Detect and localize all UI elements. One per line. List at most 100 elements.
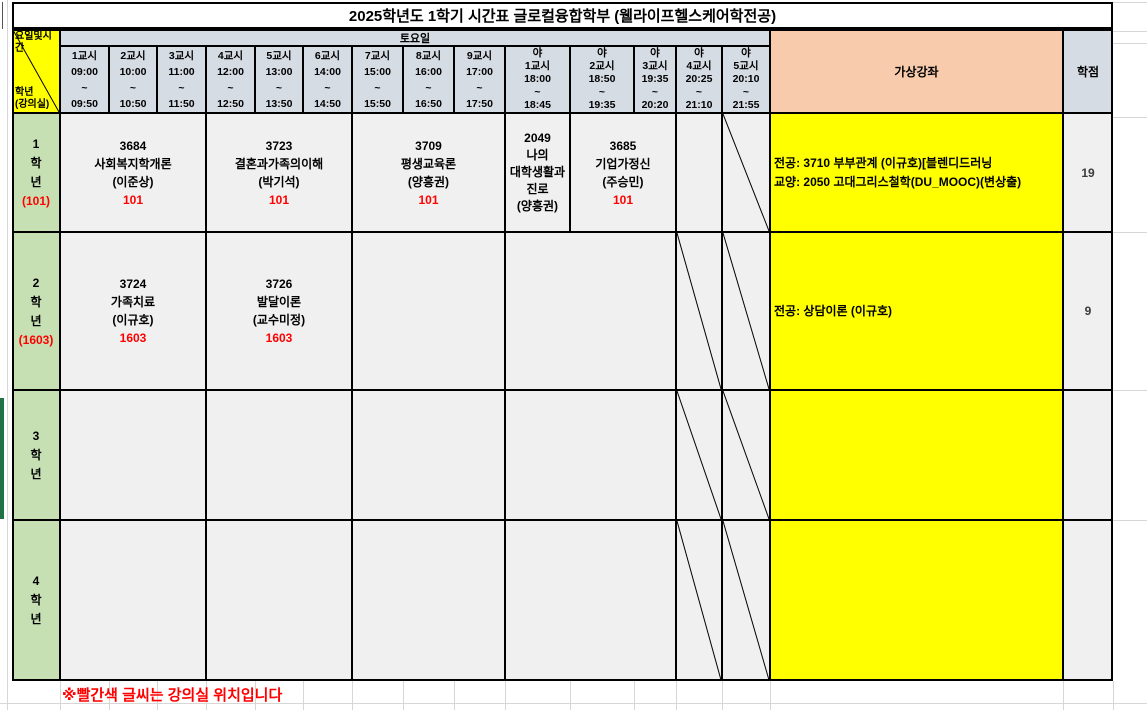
course-cell: 3709 평생교육론 (양흥권) 101: [352, 113, 505, 232]
empty-cell: [206, 520, 352, 681]
course-cell: 3724 가족치료 (이규호) 1603: [60, 232, 206, 390]
corner-label-room: (강의실): [15, 99, 50, 110]
course-room: 101: [418, 192, 439, 207]
gridline: [352, 681, 353, 710]
diagonal-slash: [723, 114, 769, 231]
course-text: 3724 가족치료 (이규호): [110, 277, 156, 327]
gridline: [722, 681, 723, 710]
period-header-6: 6교시 14:00 ~ 14:50: [303, 46, 352, 113]
course-room: 101: [122, 192, 144, 207]
empty-cell: [352, 390, 505, 520]
gridline: [1113, 43, 1147, 44]
gridline: [1113, 31, 1147, 32]
empty-cell: [505, 520, 676, 681]
empty-cell: [352, 232, 505, 390]
course-room: 101: [612, 192, 634, 207]
corner-header-cell: 요일및시간 학년 (강의실): [12, 29, 60, 113]
period-header-night-2: 야 2교시 18:50 ~ 19:35: [570, 46, 634, 113]
period-header-night-3: 야 3교시 19:35 ~ 20:20: [634, 46, 676, 113]
period-header-2: 2교시 10:00 ~ 10:50: [109, 46, 157, 113]
gridline: [1113, 681, 1114, 710]
credits-cell-2: 9: [1063, 232, 1113, 390]
corner-label-day-time: 요일및시간: [15, 31, 52, 54]
virtual-course-cell-2: 전공: 상담이론 (이규호): [770, 232, 1063, 390]
credits-header: 학점: [1063, 29, 1113, 113]
gridline: [1113, 2, 1147, 3]
gridline: [454, 681, 455, 710]
diagonal-slash: [677, 391, 721, 519]
period-header-5: 5교시 13:00 ~ 13:50: [255, 46, 303, 113]
sheet-title-cell: 2025학년도 1학기 시간표 글로컬융합학부 (웰라이프헬스케어학전공): [12, 2, 1113, 29]
slashed-cell: [676, 520, 722, 681]
slashed-cell: [676, 232, 722, 390]
course-text: 2049 나의 대학생활과 진로 (양흥권): [509, 131, 566, 213]
empty-cell: [505, 232, 676, 390]
saturday-label: 토요일: [399, 32, 431, 45]
course-text: 3723 결혼과가족의이해 (박기석): [234, 138, 324, 189]
gridline: [60, 681, 61, 710]
course-room: 1603: [265, 331, 293, 345]
course-cell: 3685 기업가정신 (주승민) 101: [570, 113, 676, 232]
diagonal-slash: [723, 391, 769, 519]
period-header-night-4: 야 4교시 20:25 ~ 21:10: [676, 46, 722, 113]
credits-cell-4: [1063, 520, 1113, 681]
gridline: [157, 681, 158, 710]
credits-cell-1: 19: [1063, 113, 1113, 232]
empty-cell: [60, 390, 206, 520]
empty-cell: [505, 390, 676, 520]
slashed-cell: [722, 113, 770, 232]
page-title: 2025학년도 1학기 시간표 글로컬융합학부 (웰라이프헬스케어학전공): [348, 8, 777, 25]
grade-room: (1603): [18, 332, 54, 347]
empty-cell: [352, 520, 505, 681]
slashed-cell: [722, 520, 770, 681]
period-header-night-1: 야 1교시 18:00 ~ 18:45: [505, 46, 570, 113]
gridline: [206, 681, 207, 710]
empty-cell: [206, 390, 352, 520]
period-header-4: 4교시 12:00 ~ 12:50: [206, 46, 255, 113]
virtual-course-cell-4: [770, 520, 1063, 681]
slashed-cell: [722, 232, 770, 390]
gridline: [676, 681, 677, 710]
grade-cell-1: 1 학 년 (101): [12, 113, 60, 232]
gridline: [1113, 390, 1147, 391]
course-cell: 2049 나의 대학생활과 진로 (양흥권): [505, 113, 570, 232]
empty-cell: [60, 520, 206, 681]
course-room: 1603: [119, 331, 147, 345]
gridline: [1113, 232, 1147, 233]
virtual-course-cell-3: [770, 390, 1063, 520]
day-header-saturday: 토요일: [60, 29, 770, 46]
grade-cell-2: 2 학 년 (1603): [12, 232, 60, 390]
period-header-3: 3교시 11:00 ~ 11:50: [157, 46, 206, 113]
diagonal-slash: [13, 30, 59, 112]
gridline: [303, 681, 304, 710]
gridline: [0, 703, 1147, 704]
gridline: [403, 681, 404, 710]
selection-strip: [0, 398, 4, 519]
grade-cell-4: 4 학 년: [12, 520, 60, 681]
gridline: [109, 681, 110, 710]
diagonal-slash: [677, 233, 721, 389]
gridline: [7, 0, 8, 710]
grade-room: (101): [21, 194, 50, 208]
slashed-cell: [722, 390, 770, 520]
course-text: 3684 사회복지학개론 (이준상): [94, 138, 172, 189]
gridline: [1113, 117, 1147, 118]
empty-cell: [676, 113, 722, 232]
course-cell: 3684 사회복지학개론 (이준상) 101: [60, 113, 206, 232]
footnote-note: ※빨간색 글씨는 강의실 위치입니다: [62, 687, 283, 704]
period-header-1: 1교시 09:00 ~ 09:50: [60, 46, 109, 113]
gridline: [1113, 520, 1147, 521]
gridline: [255, 681, 256, 710]
period-header-7: 7교시 15:00 ~ 15:50: [352, 46, 403, 113]
course-cell: 3723 결혼과가족의이해 (박기석) 101: [206, 113, 352, 232]
course-text: 3685 기업가정신 (주승민): [595, 138, 651, 189]
credits-cell-3: [1063, 390, 1113, 520]
course-text: 3709 평생교육론 (양흥권): [400, 138, 457, 189]
course-cell: 3726 발달이론 (교수미정) 1603: [206, 232, 352, 390]
virtual-course-header: 가상강좌: [770, 29, 1063, 113]
diagonal-slash: [723, 233, 769, 389]
period-header-9: 9교시 17:00 ~ 17:50: [454, 46, 505, 113]
gridline: [505, 681, 506, 710]
corner-label-grade: 학년: [15, 87, 34, 98]
